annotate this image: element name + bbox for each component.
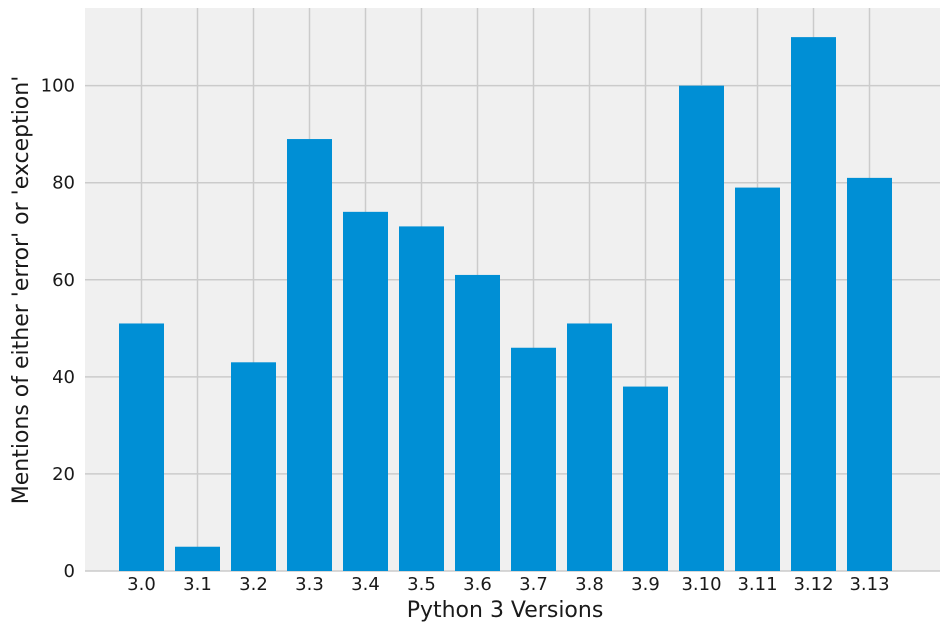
x-tick-label: 3.12 <box>793 574 833 595</box>
y-tick-labels: 0 20 40 60 80 100 <box>41 76 75 582</box>
bars <box>119 37 892 572</box>
bar-3.9 <box>623 386 668 571</box>
x-tick-label: 3.0 <box>127 574 156 595</box>
bar-3.6 <box>455 274 500 571</box>
x-tick-label: 3.6 <box>463 574 492 595</box>
x-tick-label: 3.11 <box>737 574 777 595</box>
x-axis-label: Python 3 Versions <box>407 598 604 623</box>
x-tick-label: 3.3 <box>295 574 324 595</box>
y-tick-label: 100 <box>41 76 75 97</box>
y-axis-label: Mentions of either 'error' or 'exception… <box>9 76 34 505</box>
x-tick-label: 3.10 <box>681 574 721 595</box>
y-tick-label: 80 <box>52 173 75 194</box>
bar-3.8 <box>567 323 612 571</box>
bar-3.2 <box>231 362 276 571</box>
bar-3.3 <box>287 139 332 572</box>
bar-3.13 <box>847 177 892 571</box>
x-tick-labels: 3.0 3.1 3.2 3.3 3.4 3.5 3.6 3.7 3.8 3.9 3.10 3.11 3.… <box>127 574 889 595</box>
bar-3.4 <box>343 211 388 571</box>
bar-3.10 <box>679 85 724 571</box>
bar-3.7 <box>511 347 556 571</box>
x-tick-label: 3.9 <box>631 574 660 595</box>
y-tick-label: 40 <box>52 367 75 388</box>
y-tick-label: 0 <box>64 561 75 582</box>
bar-3.11 <box>735 187 780 572</box>
x-tick-label: 3.4 <box>351 574 380 595</box>
x-tick-label: 3.2 <box>239 574 268 595</box>
bar-3.0 <box>119 323 164 571</box>
x-tick-label: 3.8 <box>575 574 604 595</box>
bar-3.5 <box>399 226 444 572</box>
bar-3.1 <box>175 546 220 571</box>
x-tick-label: 3.1 <box>183 574 212 595</box>
x-tick-label: 3.7 <box>519 574 548 595</box>
bar-3.12 <box>791 37 836 572</box>
y-tick-label: 20 <box>52 464 75 485</box>
y-tick-label: 60 <box>52 270 75 291</box>
x-tick-label: 3.5 <box>407 574 436 595</box>
x-tick-label: 3.13 <box>849 574 889 595</box>
